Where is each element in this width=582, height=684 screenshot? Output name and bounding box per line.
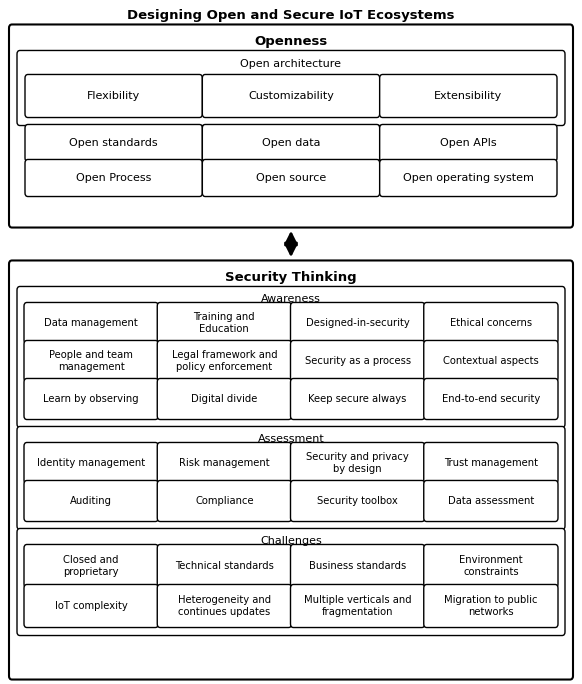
FancyBboxPatch shape [17,427,565,529]
FancyBboxPatch shape [290,544,425,588]
FancyBboxPatch shape [424,480,558,521]
FancyBboxPatch shape [24,584,158,627]
FancyBboxPatch shape [290,584,425,627]
FancyBboxPatch shape [24,443,158,484]
Text: Awareness: Awareness [261,294,321,304]
FancyBboxPatch shape [24,341,158,382]
FancyBboxPatch shape [290,378,425,419]
FancyBboxPatch shape [424,443,558,484]
Text: Business standards: Business standards [309,561,406,571]
FancyBboxPatch shape [157,480,292,521]
Text: Flexibility: Flexibility [87,91,140,101]
Text: Heterogeneity and
continues updates: Heterogeneity and continues updates [178,595,271,617]
Text: Open operating system: Open operating system [403,173,534,183]
FancyBboxPatch shape [9,25,573,228]
Text: Open standards: Open standards [69,138,158,148]
FancyBboxPatch shape [424,378,558,419]
FancyBboxPatch shape [379,124,557,161]
FancyBboxPatch shape [157,341,292,382]
FancyBboxPatch shape [25,75,203,118]
Text: Designed-in-security: Designed-in-security [306,318,410,328]
FancyBboxPatch shape [379,159,557,196]
FancyBboxPatch shape [17,529,565,635]
Text: Open Process: Open Process [76,173,151,183]
Text: Environment
constraints: Environment constraints [459,555,523,577]
Text: Open source: Open source [256,173,326,183]
FancyBboxPatch shape [424,302,558,343]
FancyBboxPatch shape [290,302,425,343]
Text: Designing Open and Secure IoT Ecosystems: Designing Open and Secure IoT Ecosystems [127,10,455,23]
Text: Risk management: Risk management [179,458,269,468]
FancyBboxPatch shape [424,584,558,627]
FancyBboxPatch shape [290,480,425,521]
Text: Legal framework and
policy enforcement: Legal framework and policy enforcement [172,350,277,372]
Text: Data management: Data management [44,318,138,328]
Text: Extensibility: Extensibility [434,91,502,101]
FancyBboxPatch shape [157,584,292,627]
FancyBboxPatch shape [157,443,292,484]
Text: Assessment: Assessment [258,434,324,444]
FancyBboxPatch shape [203,124,379,161]
Text: Openness: Openness [254,36,328,49]
FancyBboxPatch shape [17,51,565,126]
FancyBboxPatch shape [379,75,557,118]
Text: Trust management: Trust management [444,458,538,468]
Text: Open APIs: Open APIs [440,138,496,148]
Text: Technical standards: Technical standards [175,561,274,571]
FancyBboxPatch shape [157,378,292,419]
Text: Migration to public
networks: Migration to public networks [444,595,538,617]
FancyBboxPatch shape [424,544,558,588]
Text: Security and privacy
by design: Security and privacy by design [306,452,409,474]
Text: Ethical concerns: Ethical concerns [450,318,532,328]
Text: Auditing: Auditing [70,496,112,506]
FancyBboxPatch shape [290,443,425,484]
Text: Training and
Education: Training and Education [194,312,255,334]
Text: Security as a process: Security as a process [304,356,411,366]
Text: Multiple verticals and
fragmentation: Multiple verticals and fragmentation [304,595,411,617]
Text: People and team
management: People and team management [49,350,133,372]
FancyBboxPatch shape [24,480,158,521]
FancyBboxPatch shape [203,75,379,118]
Text: Customizability: Customizability [248,91,334,101]
Text: Challenges: Challenges [260,536,322,546]
Text: Security toolbox: Security toolbox [317,496,398,506]
Text: Open architecture: Open architecture [240,59,342,69]
FancyBboxPatch shape [424,341,558,382]
Text: Identity management: Identity management [37,458,145,468]
Text: Compliance: Compliance [195,496,254,506]
Text: Contextual aspects: Contextual aspects [443,356,539,366]
FancyBboxPatch shape [157,302,292,343]
Text: Security Thinking: Security Thinking [225,272,357,285]
FancyBboxPatch shape [17,287,565,428]
FancyBboxPatch shape [157,544,292,588]
Text: IoT complexity: IoT complexity [55,601,127,611]
FancyBboxPatch shape [24,544,158,588]
Text: Keep secure always: Keep secure always [308,394,407,404]
FancyBboxPatch shape [24,302,158,343]
FancyBboxPatch shape [290,341,425,382]
FancyBboxPatch shape [25,159,203,196]
FancyBboxPatch shape [203,159,379,196]
Text: Open data: Open data [262,138,320,148]
Text: Digital divide: Digital divide [191,394,258,404]
FancyBboxPatch shape [25,124,203,161]
Text: End-to-end security: End-to-end security [442,394,540,404]
FancyBboxPatch shape [9,261,573,679]
Text: Closed and
proprietary: Closed and proprietary [63,555,119,577]
Text: Learn by observing: Learn by observing [43,394,139,404]
FancyBboxPatch shape [24,378,158,419]
Text: Data assessment: Data assessment [448,496,534,506]
